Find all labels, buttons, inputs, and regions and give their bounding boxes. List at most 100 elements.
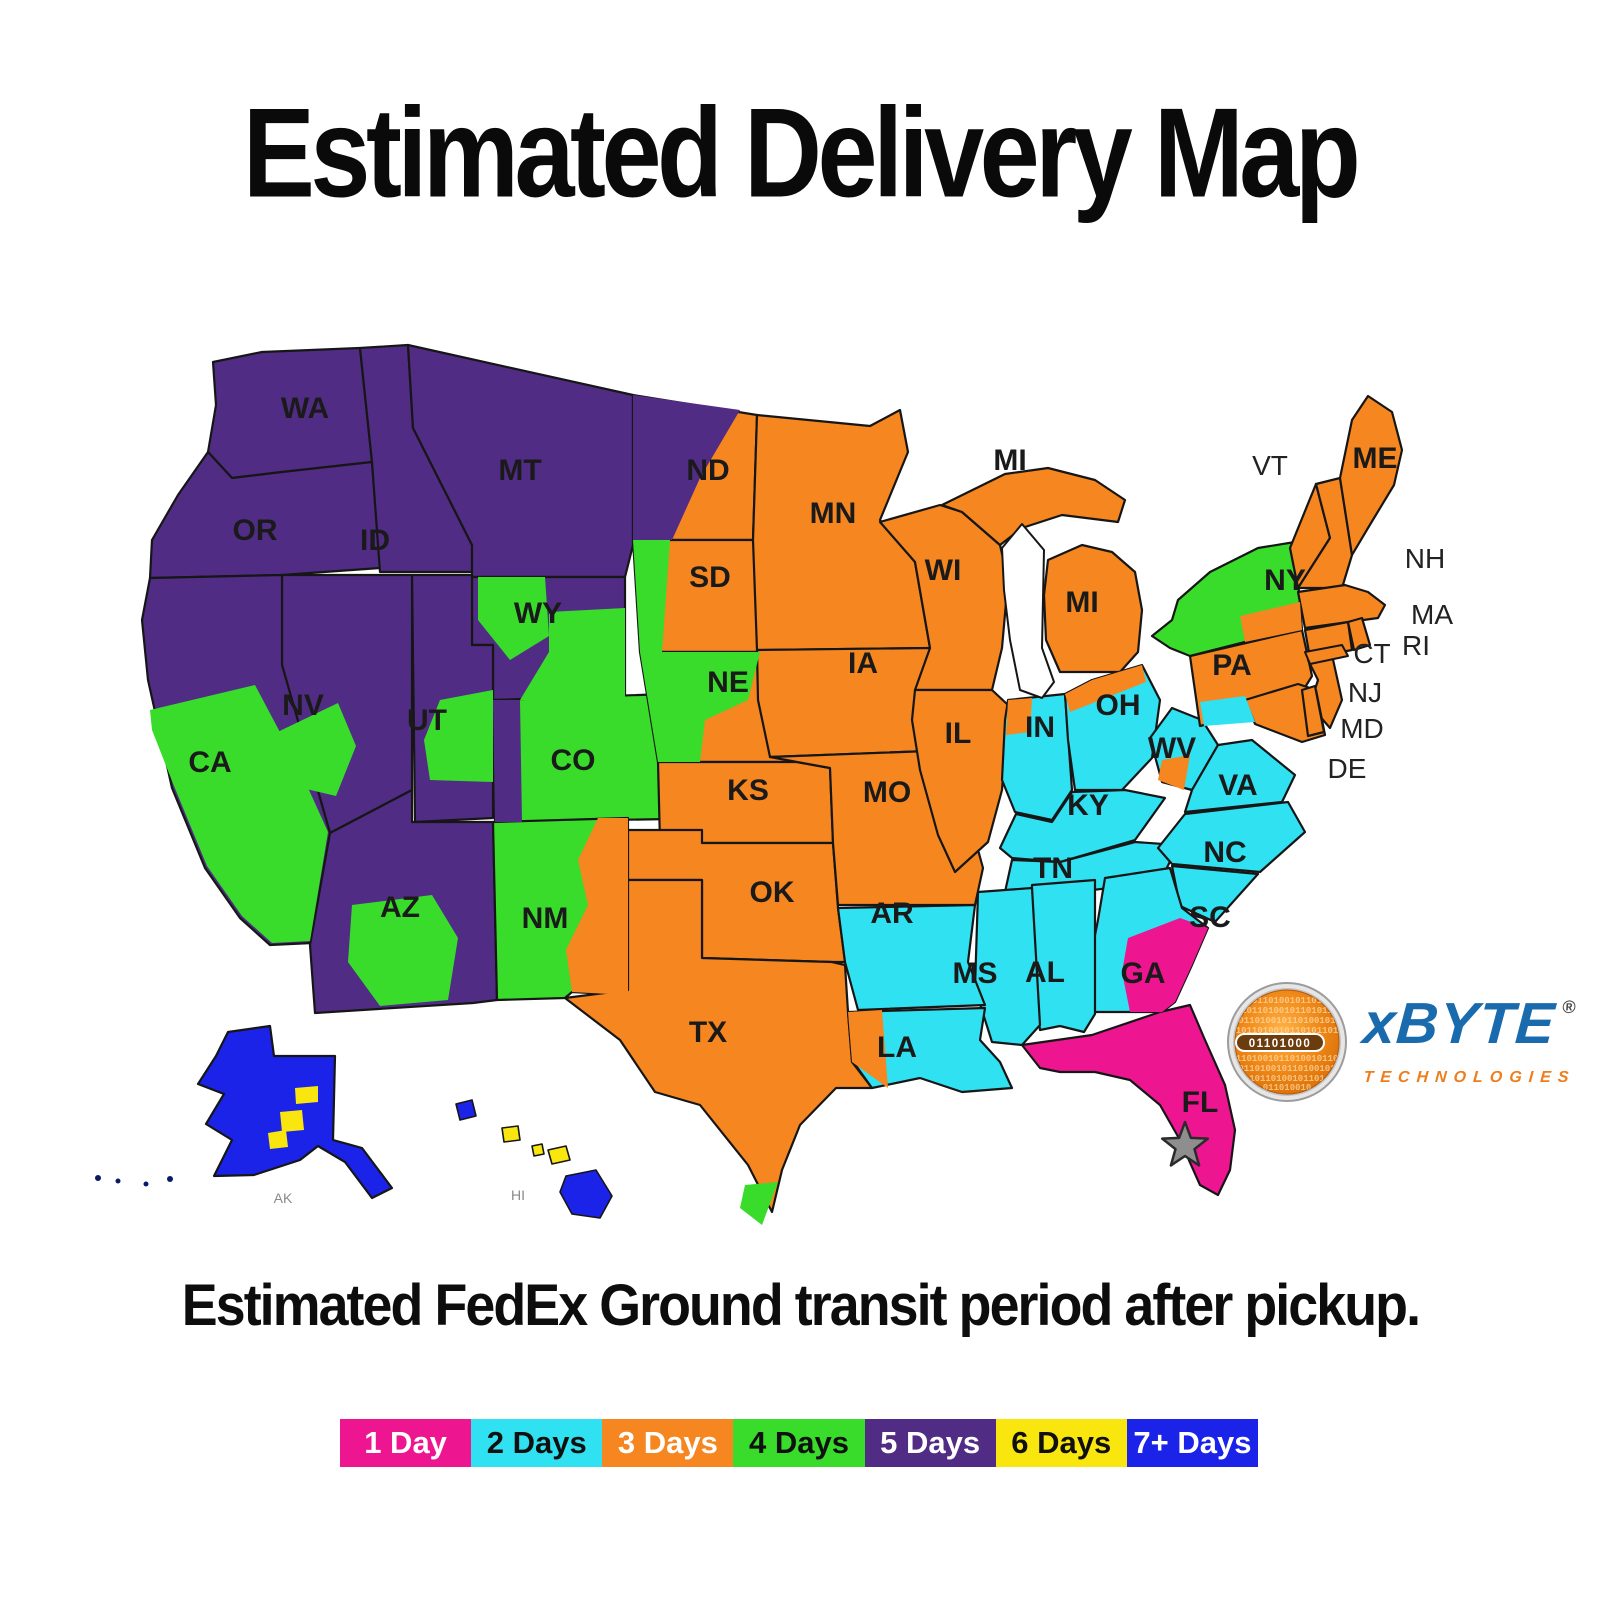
legend-item-7+-days: 7+ Days	[1126, 1419, 1258, 1467]
state-TX	[563, 878, 874, 1214]
map-subtitle: Estimated FedEx Ground transit period af…	[181, 1271, 1420, 1338]
state-RI	[1346, 616, 1372, 652]
state-label-MA: MA	[1411, 599, 1453, 630]
svg-text:10110100101101: 10110100101101	[1249, 1074, 1325, 1084]
island-HI-big	[559, 1169, 613, 1219]
state-label-MT: MT	[498, 454, 541, 487]
aleutian-island-4	[167, 1176, 173, 1182]
state-label-NH: NH	[1405, 543, 1445, 574]
zone-patch-WY-se	[520, 608, 625, 700]
state-label-VA: VA	[1218, 769, 1257, 802]
state-label-RI: RI	[1402, 630, 1430, 661]
legend-item-3-days: 3 Days	[602, 1419, 734, 1467]
state-label-ID: ID	[360, 524, 390, 557]
state-label-MI: MI	[1065, 586, 1098, 619]
state-label-TX: TX	[689, 1016, 727, 1049]
registered-mark: ®	[1561, 997, 1578, 1017]
state-label-CT: CT	[1353, 638, 1390, 669]
state-label-KS: KS	[727, 774, 769, 807]
svg-text:1101001011010010110: 1101001011010010110	[1236, 1054, 1339, 1064]
zone-patch-OH-north	[1065, 665, 1146, 712]
legend-item-2-days: 2 Days	[471, 1419, 603, 1467]
transit-legend: 1 Day 2 Days 3 Days 4 Days 5 Days 6 Days 7+ Da…	[340, 1419, 1258, 1467]
svg-text:0110100101101: 0110100101101	[1252, 996, 1323, 1006]
state-label-AZ: AZ	[380, 891, 420, 924]
island-HI-kauai	[455, 1099, 477, 1121]
island-HI-oahu	[501, 1125, 521, 1143]
state-label-IN: IN	[1025, 711, 1055, 744]
legend-item-6-days: 6 Days	[995, 1419, 1127, 1467]
state-label-MN: MN	[810, 497, 857, 530]
zone-patch-TX-tip	[740, 1182, 778, 1225]
zone-patch-AK-y2	[280, 1110, 304, 1132]
svg-text:011010010110100101: 011010010110100101	[1238, 1064, 1336, 1074]
zone-patch-WY-nw	[478, 577, 549, 660]
legend-item-5-days: 5 Days	[864, 1419, 996, 1467]
zone-patch-AK-y3	[268, 1130, 288, 1149]
zone-patch-IN-nw	[1006, 698, 1032, 735]
state-label-TN: TN	[1033, 852, 1073, 885]
svg-text:10110100101101011: 10110100101101011	[1241, 1006, 1333, 1016]
state-AR	[836, 903, 987, 1012]
zone-patch-ND-west	[633, 395, 740, 540]
state-label-AK: AK	[274, 1190, 293, 1206]
zone-patch-AK-y1	[295, 1086, 318, 1104]
state-MI-UP	[940, 466, 1127, 547]
state-label-VT: VT	[1252, 450, 1288, 481]
svg-text:1011010010110101101: 1011010010110101101	[1236, 1026, 1339, 1036]
state-MA	[1296, 583, 1387, 630]
zone-patch-WV-center	[1158, 755, 1190, 790]
zone-patch-AZ-central	[348, 895, 458, 1006]
state-label-SD: SD	[689, 561, 731, 594]
state-OR	[148, 450, 382, 580]
logo-tagline: TECHNOLOGIES	[1362, 1069, 1577, 1086]
state-LA	[846, 1006, 1014, 1094]
zone-patch-NY-longisland	[1304, 644, 1349, 665]
globe-binary-text: 01101000	[1249, 1038, 1312, 1050]
label-MI-upper: MI	[993, 444, 1026, 477]
state-label-WI: WI	[925, 554, 962, 587]
state-label-NE: NE	[707, 666, 749, 699]
state-label-WV: WV	[1148, 732, 1196, 765]
zone-patch-NM-east	[566, 818, 628, 995]
state-label-KY: KY	[1067, 789, 1109, 822]
origin-star-marker	[1160, 1120, 1210, 1167]
logo-brand: xBYTE ®	[1361, 991, 1578, 1056]
label-HI: HI	[511, 1187, 525, 1203]
zone-patch-NE-west	[640, 652, 760, 762]
state-label-MS: MS	[953, 957, 998, 990]
state-label-OR: OR	[233, 514, 278, 547]
state-label-NY: NY	[1264, 564, 1306, 597]
state-label-OK: OK	[750, 876, 795, 909]
state-label-GA: GA	[1121, 957, 1166, 990]
state-label-SC: SC	[1189, 901, 1231, 934]
legend-item-4-days: 4 Days	[733, 1419, 865, 1467]
state-label-WA: WA	[281, 392, 329, 425]
state-DE	[1300, 684, 1326, 738]
state-NC	[1156, 800, 1307, 874]
state-label-CO: CO	[551, 744, 596, 777]
state-IL	[910, 688, 1010, 874]
state-label-PA: PA	[1212, 649, 1251, 682]
zone-patch-CO-west	[493, 700, 522, 822]
state-label-NM: NM	[522, 902, 569, 935]
state-ME	[1338, 394, 1404, 557]
aleutian-island-1	[95, 1175, 101, 1181]
state-label-MO: MO	[863, 776, 911, 809]
state-label-NV: NV	[282, 689, 324, 722]
zone-patch-PA-south	[1200, 696, 1255, 726]
state-label-LA: LA	[877, 1031, 917, 1064]
svg-text:011010010: 011010010	[1263, 1083, 1312, 1093]
zone-patch-NV-central	[263, 703, 356, 796]
state-label-ND: ND	[686, 454, 729, 487]
state-label-CA: CA	[188, 746, 231, 779]
xbyte-logo: 0110100101101 10110100101101011 01101001…	[1224, 976, 1584, 1108]
legend-item-1-day: 1 Day	[340, 1419, 472, 1467]
state-label-DE: DE	[1328, 753, 1367, 784]
xbyte-globe-icon: 0110100101101 10110100101101011 01101001…	[1227, 982, 1347, 1102]
page-title: Estimated Delivery Map	[243, 81, 1361, 225]
state-label-AL: AL	[1025, 956, 1065, 989]
aleutian-island-2	[115, 1178, 121, 1184]
zone-patch-SD-west	[633, 540, 670, 652]
